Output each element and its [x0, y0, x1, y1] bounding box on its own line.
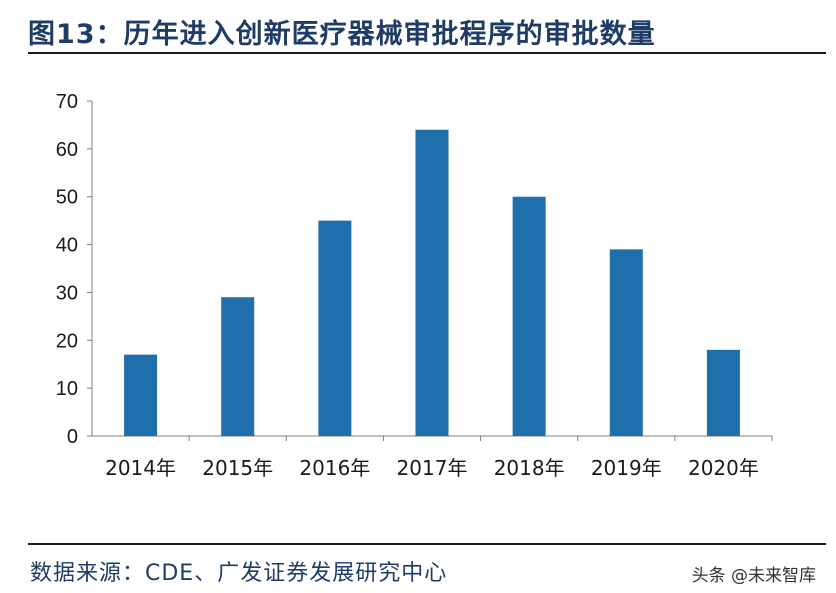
bar	[609, 249, 643, 436]
data-source: 数据来源：CDE、广发证券发展研究中心	[30, 561, 448, 586]
y-tick-label: 20	[56, 330, 78, 352]
y-tick-label: 60	[56, 139, 78, 161]
y-tick-label: 40	[56, 235, 78, 257]
chart-title: 图13：历年进入创新医疗器械审批程序的审批数量	[28, 18, 656, 50]
bar	[318, 220, 352, 436]
x-tick-label: 2014年	[105, 456, 176, 480]
footer: 数据来源：CDE、广发证券发展研究中心 头条 @未来智库	[28, 543, 826, 586]
y-tick-label: 50	[56, 187, 78, 209]
y-tick-label: 30	[56, 282, 78, 304]
bar	[221, 297, 255, 436]
chart-area: 0 10 20 30 40 50 60 70 2014年 2015年 2016年 2017年 2018年…	[0, 60, 836, 530]
x-tick-label: 2018年	[494, 456, 565, 480]
y-tick-label: 10	[56, 378, 78, 400]
x-tick-label: 2015年	[202, 456, 273, 480]
x-tick-label: 2020年	[688, 456, 759, 480]
x-tick-label: 2019年	[591, 456, 662, 480]
bar	[124, 354, 158, 436]
x-tick-label: 2016年	[299, 456, 370, 480]
bar	[415, 129, 449, 436]
bar	[512, 196, 546, 436]
bar	[706, 349, 740, 436]
y-tick-label: 0	[67, 426, 78, 448]
chart-title-bar: 图13：历年进入创新医疗器械审批程序的审批数量	[28, 10, 826, 54]
watermark: 头条 @未来智库	[691, 566, 816, 586]
y-tick-label: 70	[56, 91, 78, 113]
bar-chart: 0 10 20 30 40 50 60 70 2014年 2015年 2016年 2017年 2018年…	[56, 91, 773, 480]
x-tick-label: 2017年	[397, 456, 468, 480]
